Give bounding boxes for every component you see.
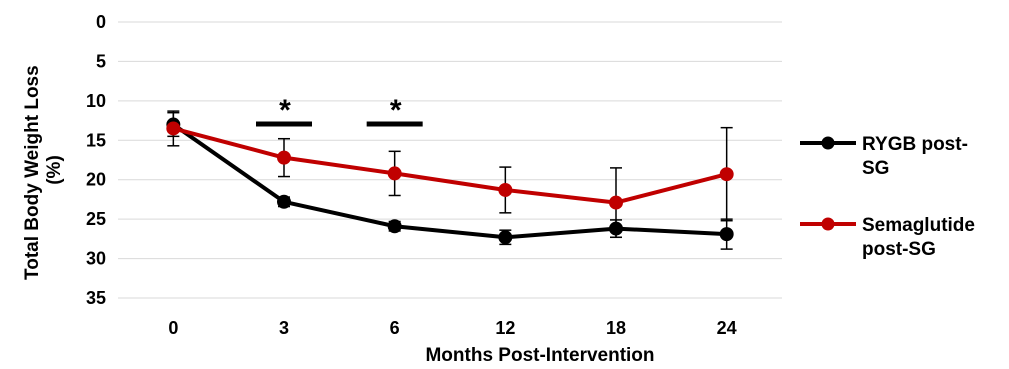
y-tick-label-30: 30 — [86, 249, 106, 269]
data-series — [166, 110, 734, 250]
y-tick-label-35: 35 — [86, 288, 106, 308]
data-point-semaglutide-post-sg-0 — [166, 121, 181, 136]
y-tick-label-5: 5 — [96, 51, 106, 71]
y-tick-label-10: 10 — [86, 91, 106, 111]
series-line-semaglutide-post-sg — [172, 126, 728, 205]
significance-annotations: * * — [256, 94, 423, 127]
y-tick-label-15: 15 — [86, 130, 106, 150]
series-line-rygb-post-sg — [172, 122, 727, 240]
x-tick-label-0: 0 — [168, 318, 178, 338]
series-semaglutide-post-sg — [166, 110, 734, 239]
x-axis-ticks: 0 3 6 12 18 24 — [168, 318, 736, 338]
significance-star-3: * — [279, 94, 291, 127]
legend-marker-rygb-post-sg — [821, 136, 835, 150]
legend-label-line-2: SG — [862, 158, 889, 179]
y-tick-label-25: 25 — [86, 209, 106, 229]
x-tick-label-6: 6 — [390, 318, 400, 338]
y-tick-label-0: 0 — [96, 12, 106, 32]
data-point-rygb-post-sg-12 — [498, 230, 513, 245]
legend-item-semaglutide-post-sg: Semaglutide post-SG — [800, 215, 975, 260]
y-axis-title-line-2: (%) — [44, 155, 65, 185]
legend-label-rygb-post-sg: RYGB post- SG — [862, 134, 968, 179]
legend: RYGB post- SG Semaglutide post-SG — [800, 134, 975, 260]
data-point-semaglutide-post-sg-24 — [719, 167, 734, 182]
significance-star-6: * — [390, 94, 402, 127]
y-axis-title: Total Body Weight Loss (%) — [22, 60, 65, 280]
grid-lines — [118, 21, 782, 299]
data-point-semaglutide-post-sg-12 — [498, 182, 513, 197]
x-tick-label-24: 24 — [717, 318, 737, 338]
data-point-rygb-post-sg-24 — [719, 227, 734, 242]
x-tick-label-12: 12 — [495, 318, 515, 338]
data-point-semaglutide-post-sg-6 — [387, 166, 402, 181]
legend-label-semaglutide-post-sg: Semaglutide post-SG — [862, 215, 975, 260]
y-axis-title-line-1: Total Body Weight Loss — [22, 65, 43, 280]
y-axis-ticks: 0 5 10 15 20 25 30 35 — [86, 12, 106, 308]
x-tick-label-18: 18 — [606, 318, 626, 338]
legend-marker-semaglutide-post-sg — [821, 217, 835, 231]
data-point-rygb-post-sg-6 — [387, 219, 402, 234]
y-tick-label-20: 20 — [86, 170, 106, 190]
data-point-semaglutide-post-sg-18 — [609, 195, 623, 210]
x-tick-label-3: 3 — [279, 318, 289, 338]
data-point-rygb-post-sg-3 — [277, 194, 291, 209]
data-point-semaglutide-post-sg-3 — [277, 150, 291, 165]
x-axis-title: Months Post-Intervention — [425, 345, 654, 366]
legend-label-line-2: post-SG — [862, 239, 936, 260]
legend-label-line-1: Semaglutide — [862, 215, 975, 236]
legend-item-rygb-post-sg: RYGB post- SG — [800, 134, 968, 179]
legend-label-line-1: RYGB post- — [862, 134, 968, 155]
